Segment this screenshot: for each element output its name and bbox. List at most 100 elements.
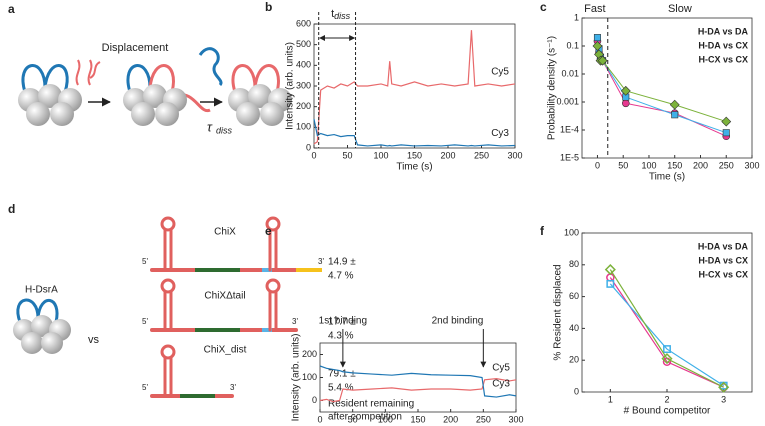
x-tick-label: 300 <box>744 160 759 170</box>
x-tick-label: 100 <box>378 414 393 424</box>
three-prime: 3' <box>292 317 298 326</box>
resident-error: 4.7 % <box>328 271 354 282</box>
y-tick-label: 200 <box>302 349 317 359</box>
tau-subscript: diss <box>216 125 233 135</box>
event-label: 2nd binding <box>432 316 484 327</box>
y-tick-label: 20 <box>569 355 579 365</box>
x-tick-label: 3 <box>721 394 726 404</box>
marker <box>597 55 608 66</box>
y-tick-label: 60 <box>569 291 579 301</box>
y-tick-label: 40 <box>569 323 579 333</box>
y-tick-label: 100 <box>296 122 311 132</box>
construct-name: ChiX <box>214 227 236 238</box>
marker <box>663 345 671 354</box>
chix-construct <box>150 216 322 272</box>
x-tick-label: 0 <box>317 414 322 424</box>
marker <box>606 279 615 288</box>
interval-subscript: diss <box>334 11 351 21</box>
marker <box>671 111 679 119</box>
resident-error: 4.3 % <box>328 331 354 342</box>
competitor-rna <box>75 59 101 86</box>
x-tick-label: 250 <box>474 150 489 160</box>
x-axis-label: # Bound competitor <box>624 406 711 417</box>
tau-label: τ <box>207 119 213 134</box>
marker <box>669 99 680 110</box>
panel-label: b <box>265 0 272 14</box>
marker <box>718 381 730 393</box>
y-tick-label: 1 <box>574 12 579 22</box>
legend-entry: H-DA vs CX <box>698 40 748 50</box>
x-tick-label: 50 <box>348 414 358 424</box>
x-tick-label: 2 <box>664 394 669 404</box>
marker <box>661 353 673 365</box>
three-prime: 3' <box>230 383 236 392</box>
y-tick-label: 600 <box>296 18 311 28</box>
x-tick-label: 50 <box>342 150 352 160</box>
x-tick-label: 300 <box>508 414 523 424</box>
x-tick-label: 100 <box>641 160 656 170</box>
x-tick-label: 150 <box>667 160 682 170</box>
resident-error: 5.4 % <box>328 383 354 394</box>
x-tick-label: 250 <box>719 160 734 170</box>
released-rna <box>198 47 223 87</box>
legend-entry: H-DA vs DA <box>698 241 749 251</box>
footer: Resident remaining <box>328 399 414 410</box>
y-tick-label: 1E-5 <box>560 152 579 162</box>
construct-name: ChiXΔtail <box>204 291 245 302</box>
hfq-complex <box>123 64 211 126</box>
legend-entry: H-CX vs CX <box>698 269 748 279</box>
series-line <box>609 277 724 388</box>
marker <box>721 116 732 127</box>
y-tick-label: 0 <box>574 386 579 396</box>
panel-label: a <box>8 2 15 16</box>
x-tick-label: 0 <box>311 150 316 160</box>
series-line <box>609 283 724 387</box>
legend-entry: H-DA vs DA <box>698 26 749 36</box>
y-axis-label: Intensity (arb. units) <box>291 334 302 422</box>
hfq-complex <box>13 298 71 354</box>
series-label: Cy3 <box>491 128 509 139</box>
resident-value: 14.9 ± <box>328 257 356 268</box>
y-tick-label: 100 <box>302 372 317 382</box>
five-prime: 5' <box>142 317 148 326</box>
construct-name: ChiX_dist <box>204 345 247 356</box>
y-tick-label: 0 <box>312 395 317 405</box>
marker <box>722 129 730 137</box>
panel-label: c <box>540 0 547 14</box>
y-tick-label: 200 <box>296 101 311 111</box>
y-axis-label: Intensity (arb. units) <box>285 42 296 130</box>
marker <box>592 41 603 51</box>
panel-title: Displacement <box>102 42 169 54</box>
x-tick-label: 1 <box>608 394 613 404</box>
event-label: 1st binding <box>319 316 367 327</box>
x-tick-label: 200 <box>693 160 708 170</box>
series-label: Cy5 <box>492 362 510 373</box>
plot-frame <box>313 23 516 149</box>
resident-value: 79.1 ± <box>328 369 356 380</box>
x-tick-label: 50 <box>618 160 628 170</box>
panel-label: f <box>540 224 545 238</box>
series-line <box>609 269 724 388</box>
y-tick-label: 100 <box>564 227 579 237</box>
hfq-complex <box>18 64 82 126</box>
hfq-complex <box>228 64 292 126</box>
panel-label: d <box>8 202 15 216</box>
marker <box>621 99 630 108</box>
plot-frame <box>581 17 753 159</box>
region-label: Fast <box>584 3 605 15</box>
y-tick-label: 0.001 <box>556 96 579 106</box>
y-axis-label: Probability density (s⁻¹) <box>547 36 558 140</box>
y-tick-label: 0 <box>306 142 311 152</box>
legend-entry: H-DA vs CX <box>698 255 748 265</box>
x-axis-label: Time (s) <box>649 172 685 183</box>
panel-label: e <box>265 224 272 238</box>
marker <box>604 264 616 276</box>
y-tick-label: 1E-4 <box>560 124 579 134</box>
marker <box>620 85 631 96</box>
x-tick-label: 0 <box>595 160 600 170</box>
five-prime: 5' <box>142 257 148 266</box>
series-line <box>313 118 516 147</box>
chix-dtail-construct <box>150 278 298 332</box>
chix-dist-construct <box>150 344 234 398</box>
